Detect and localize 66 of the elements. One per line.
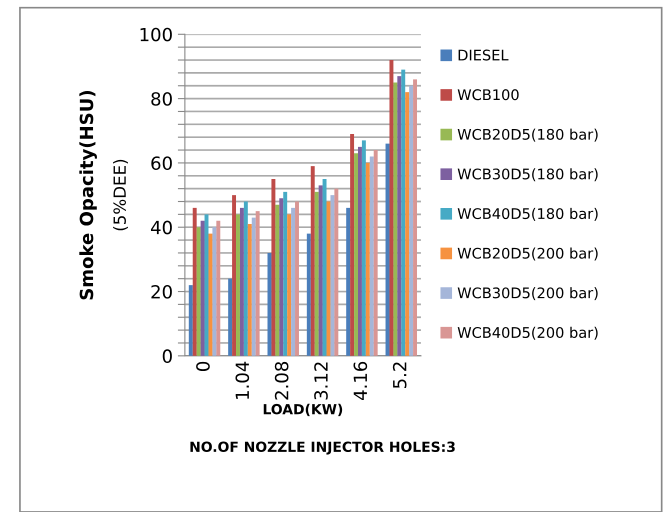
bar bbox=[334, 188, 338, 356]
bar bbox=[287, 214, 292, 356]
bar bbox=[196, 227, 201, 356]
bar bbox=[236, 214, 240, 356]
y-tick-label: 0 bbox=[162, 349, 172, 363]
legend-label: WCB100 bbox=[458, 89, 519, 100]
x-tick-label: 0 bbox=[196, 362, 210, 371]
x-tick-label: 2.08 bbox=[274, 362, 288, 400]
bar bbox=[318, 185, 323, 356]
x-tick-label: 5.2 bbox=[392, 362, 407, 388]
bar bbox=[216, 220, 220, 356]
bar bbox=[330, 195, 334, 356]
bar bbox=[326, 202, 330, 356]
bar bbox=[306, 234, 311, 356]
y-tick-label: 40 bbox=[150, 220, 172, 234]
y-tick-label: 20 bbox=[151, 284, 172, 299]
legend-label: WCB40D5(200 bar) bbox=[458, 326, 598, 340]
bar bbox=[393, 82, 398, 356]
bar bbox=[366, 162, 370, 356]
bar bbox=[291, 208, 296, 356]
legend-label: WCB30D5(180 bar) bbox=[458, 168, 598, 182]
bar bbox=[346, 208, 350, 356]
y-axis-title: Smoke Opacity(HSU) bbox=[79, 90, 97, 300]
bar bbox=[386, 144, 390, 356]
bar bbox=[413, 79, 418, 356]
bar bbox=[212, 227, 216, 356]
legend-label: WCB40D5(180 bar) bbox=[458, 208, 598, 221]
legend-label: WCB20D5(180 bar) bbox=[458, 128, 598, 142]
bar bbox=[322, 178, 327, 356]
bar bbox=[267, 252, 272, 356]
bar bbox=[314, 192, 319, 356]
bar bbox=[240, 208, 244, 356]
bar bbox=[248, 224, 252, 356]
bar bbox=[295, 202, 299, 356]
bar bbox=[409, 86, 414, 356]
bar bbox=[256, 211, 260, 356]
x-tick-label: 1.04 bbox=[235, 362, 250, 399]
y-tick-label: 80 bbox=[151, 92, 172, 106]
legend-label: WCB30D5(200 bar) bbox=[458, 287, 598, 300]
bar bbox=[204, 214, 208, 356]
bar bbox=[228, 278, 232, 356]
text: (5%DEE) bbox=[113, 160, 128, 230]
y-tick-label: 60 bbox=[151, 156, 172, 170]
text: NO.OF NOZZLE INJECTOR HOLES:3 bbox=[190, 442, 455, 455]
bar bbox=[362, 140, 366, 356]
bar bbox=[232, 195, 236, 356]
bar bbox=[192, 208, 197, 356]
legend-label: WCB20D5(200 bar) bbox=[458, 247, 598, 260]
bar bbox=[350, 134, 354, 356]
bar bbox=[389, 60, 394, 356]
bar bbox=[405, 92, 410, 356]
bar bbox=[275, 204, 280, 356]
bar bbox=[200, 220, 205, 356]
bar bbox=[208, 234, 212, 356]
bar bbox=[283, 192, 288, 356]
x-tick-label: 4.16 bbox=[354, 362, 368, 400]
bar bbox=[271, 178, 276, 356]
y-tick-label: 100 bbox=[140, 28, 172, 42]
bar bbox=[374, 150, 378, 356]
bar bbox=[397, 76, 402, 356]
bar bbox=[244, 202, 248, 356]
bar bbox=[354, 153, 358, 356]
bar bbox=[358, 146, 362, 356]
x-axis-title: LOAD(KW) bbox=[264, 404, 342, 416]
x-tick-label: 3.12 bbox=[314, 362, 328, 400]
legend-label: DIESEL bbox=[458, 50, 508, 61]
